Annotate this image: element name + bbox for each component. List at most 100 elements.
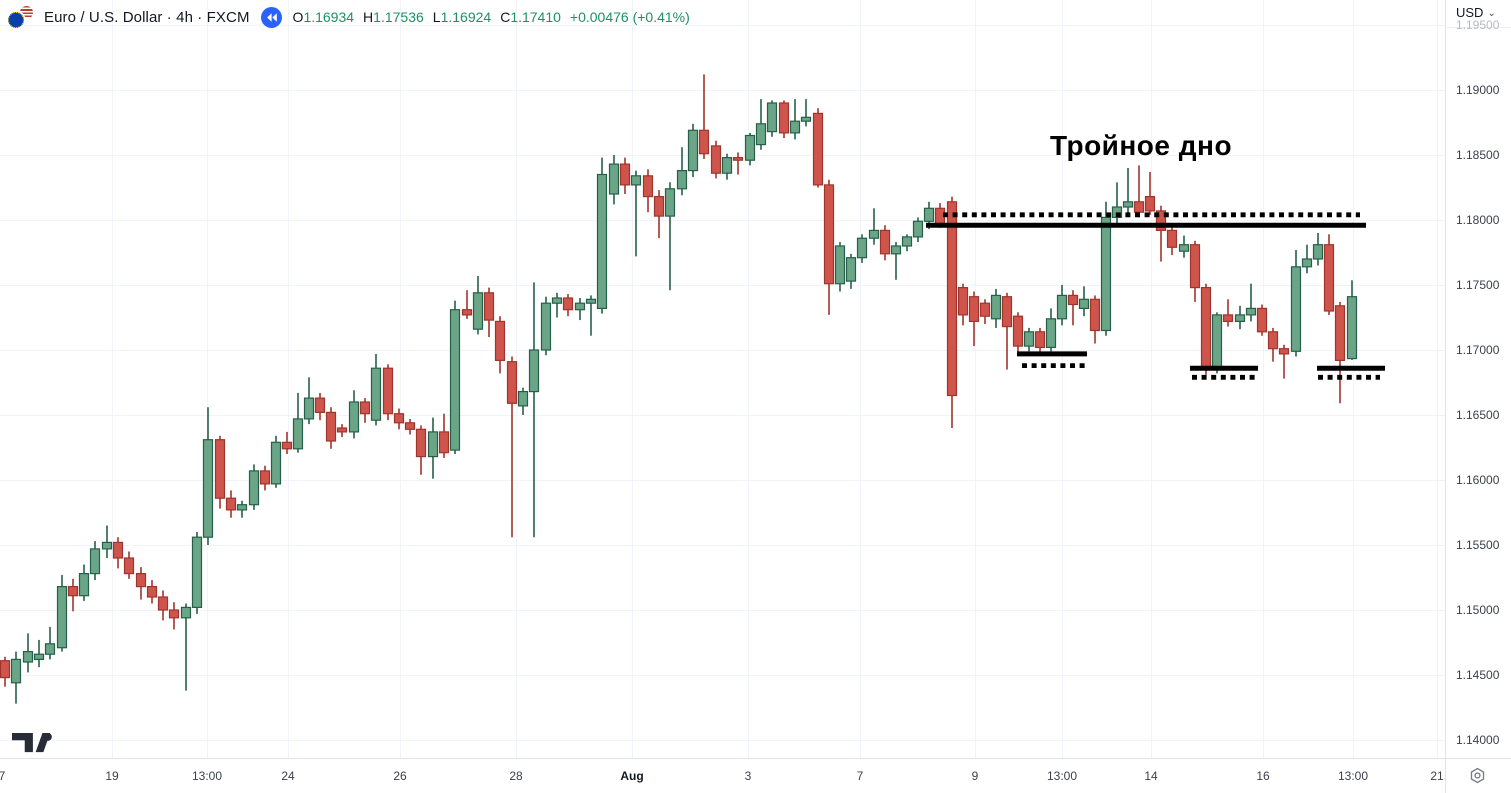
candle-up[interactable] — [449, 309, 461, 451]
candle-up[interactable] — [687, 129, 699, 172]
candle-down[interactable] — [778, 102, 790, 134]
candle-up[interactable] — [540, 302, 552, 351]
candle-up[interactable] — [912, 220, 924, 238]
candle-up[interactable] — [551, 297, 563, 304]
candle-down[interactable] — [879, 229, 891, 255]
candle-up[interactable] — [1211, 314, 1223, 369]
candle-down[interactable] — [0, 660, 11, 679]
candle-up[interactable] — [22, 650, 34, 663]
candle-down[interactable] — [979, 302, 991, 317]
candle-down[interactable] — [135, 572, 147, 588]
candle-up[interactable] — [1301, 258, 1313, 268]
candle-up[interactable] — [755, 123, 767, 146]
candle-down[interactable] — [968, 296, 980, 323]
candle-down[interactable] — [415, 428, 427, 458]
candle-up[interactable] — [101, 541, 113, 550]
candle-down[interactable] — [562, 297, 574, 311]
candle-up[interactable] — [472, 292, 484, 330]
candle-up[interactable] — [585, 298, 597, 304]
candle-up[interactable] — [1290, 266, 1302, 352]
candle-down[interactable] — [957, 287, 969, 316]
candle-up[interactable] — [1056, 294, 1068, 320]
candle-up[interactable] — [33, 653, 45, 661]
candle-down[interactable] — [823, 184, 835, 285]
candle-up[interactable] — [348, 401, 360, 433]
candle-down[interactable] — [1334, 305, 1346, 361]
candle-down[interactable] — [1278, 348, 1290, 355]
candle-down[interactable] — [1001, 296, 1013, 328]
symbol-title[interactable]: Euro / U.S. Dollar · 4h · FXCM — [44, 8, 250, 26]
candle-down[interactable] — [710, 145, 722, 174]
candle-down[interactable] — [619, 163, 631, 186]
currency-selector[interactable]: USD ⌄ — [1456, 5, 1496, 20]
candle-up[interactable] — [990, 294, 1002, 320]
candle-down[interactable] — [812, 112, 824, 186]
candle-down[interactable] — [281, 441, 293, 450]
candle-down[interactable] — [1089, 298, 1101, 332]
candle-down[interactable] — [157, 596, 169, 611]
time-axis[interactable]: 7 19 13:00 24 26 28 Aug 3 7 9 13:00 14 16 13:00 21 — [0, 759, 1446, 793]
candle-up[interactable] — [1111, 206, 1123, 218]
candle-up[interactable] — [608, 163, 620, 195]
candle-down[interactable] — [382, 367, 394, 415]
candle-up[interactable] — [10, 658, 22, 684]
candle-up[interactable] — [56, 585, 68, 649]
candle-up[interactable] — [1245, 307, 1257, 316]
candle-up[interactable] — [248, 470, 260, 506]
candle-down[interactable] — [314, 397, 326, 414]
pattern-annotation-text[interactable]: Тройное дно — [1049, 130, 1233, 161]
candle-up[interactable] — [1346, 296, 1358, 360]
candle-down[interactable] — [225, 497, 237, 511]
candle-down[interactable] — [653, 196, 665, 217]
candle-down[interactable] — [946, 201, 958, 397]
candle-up[interactable] — [676, 170, 688, 190]
candle-down[interactable] — [1189, 244, 1201, 289]
candle-down[interactable] — [325, 411, 337, 442]
candle-up[interactable] — [766, 102, 778, 133]
candle-up[interactable] — [180, 606, 192, 619]
price-axis[interactable]: USD ⌄ 1.19500 1.19000 1.18500 1.18000 1.1750… — [1446, 0, 1511, 758]
candle-up[interactable] — [1234, 314, 1246, 322]
chart-pane[interactable]: Тройное дно Euro / U.S. Dollar · 4h · FX… — [0, 0, 1446, 758]
bar-replay-icon[interactable] — [260, 6, 282, 28]
candle-up[interactable] — [834, 245, 846, 285]
candle-up[interactable] — [845, 257, 857, 282]
candle-up[interactable] — [800, 116, 812, 122]
candle-up[interactable] — [427, 431, 439, 458]
candle-up[interactable] — [901, 236, 913, 247]
candle-down[interactable] — [359, 401, 371, 415]
candle-down[interactable] — [1222, 314, 1234, 322]
candle-down[interactable] — [506, 361, 518, 404]
candle-up[interactable] — [528, 349, 540, 393]
candle-up[interactable] — [270, 441, 282, 485]
candle-down[interactable] — [112, 541, 124, 559]
candle-up[interactable] — [202, 439, 214, 538]
candle-down[interactable] — [642, 175, 654, 198]
candle-up[interactable] — [1045, 318, 1057, 348]
tradingview-watermark-logo[interactable] — [12, 730, 52, 756]
candle-up[interactable] — [744, 134, 756, 161]
candle-down[interactable] — [214, 439, 226, 499]
gear-icon[interactable] — [1468, 766, 1487, 785]
candle-up[interactable] — [191, 536, 203, 609]
candle-up[interactable] — [89, 548, 101, 575]
candle-up[interactable] — [923, 207, 935, 222]
candle-up[interactable] — [1122, 201, 1134, 208]
candle-down[interactable] — [732, 157, 744, 161]
candle-up[interactable] — [630, 175, 642, 186]
candle-down[interactable] — [1155, 210, 1167, 231]
candle-up[interactable] — [1312, 244, 1324, 260]
candle-down[interactable] — [168, 609, 180, 619]
candle-up[interactable] — [721, 157, 733, 174]
candle-up[interactable] — [44, 643, 56, 655]
candle-up[interactable] — [789, 120, 801, 134]
candle-down[interactable] — [1200, 287, 1212, 369]
candle-up[interactable] — [78, 572, 90, 597]
candle-down[interactable] — [1067, 294, 1079, 306]
candle-up[interactable] — [868, 229, 880, 239]
candle-down[interactable] — [461, 309, 473, 316]
candle-up[interactable] — [517, 391, 529, 407]
candle-up[interactable] — [664, 188, 676, 217]
candle-up[interactable] — [303, 397, 315, 420]
candle-down[interactable] — [494, 320, 506, 361]
